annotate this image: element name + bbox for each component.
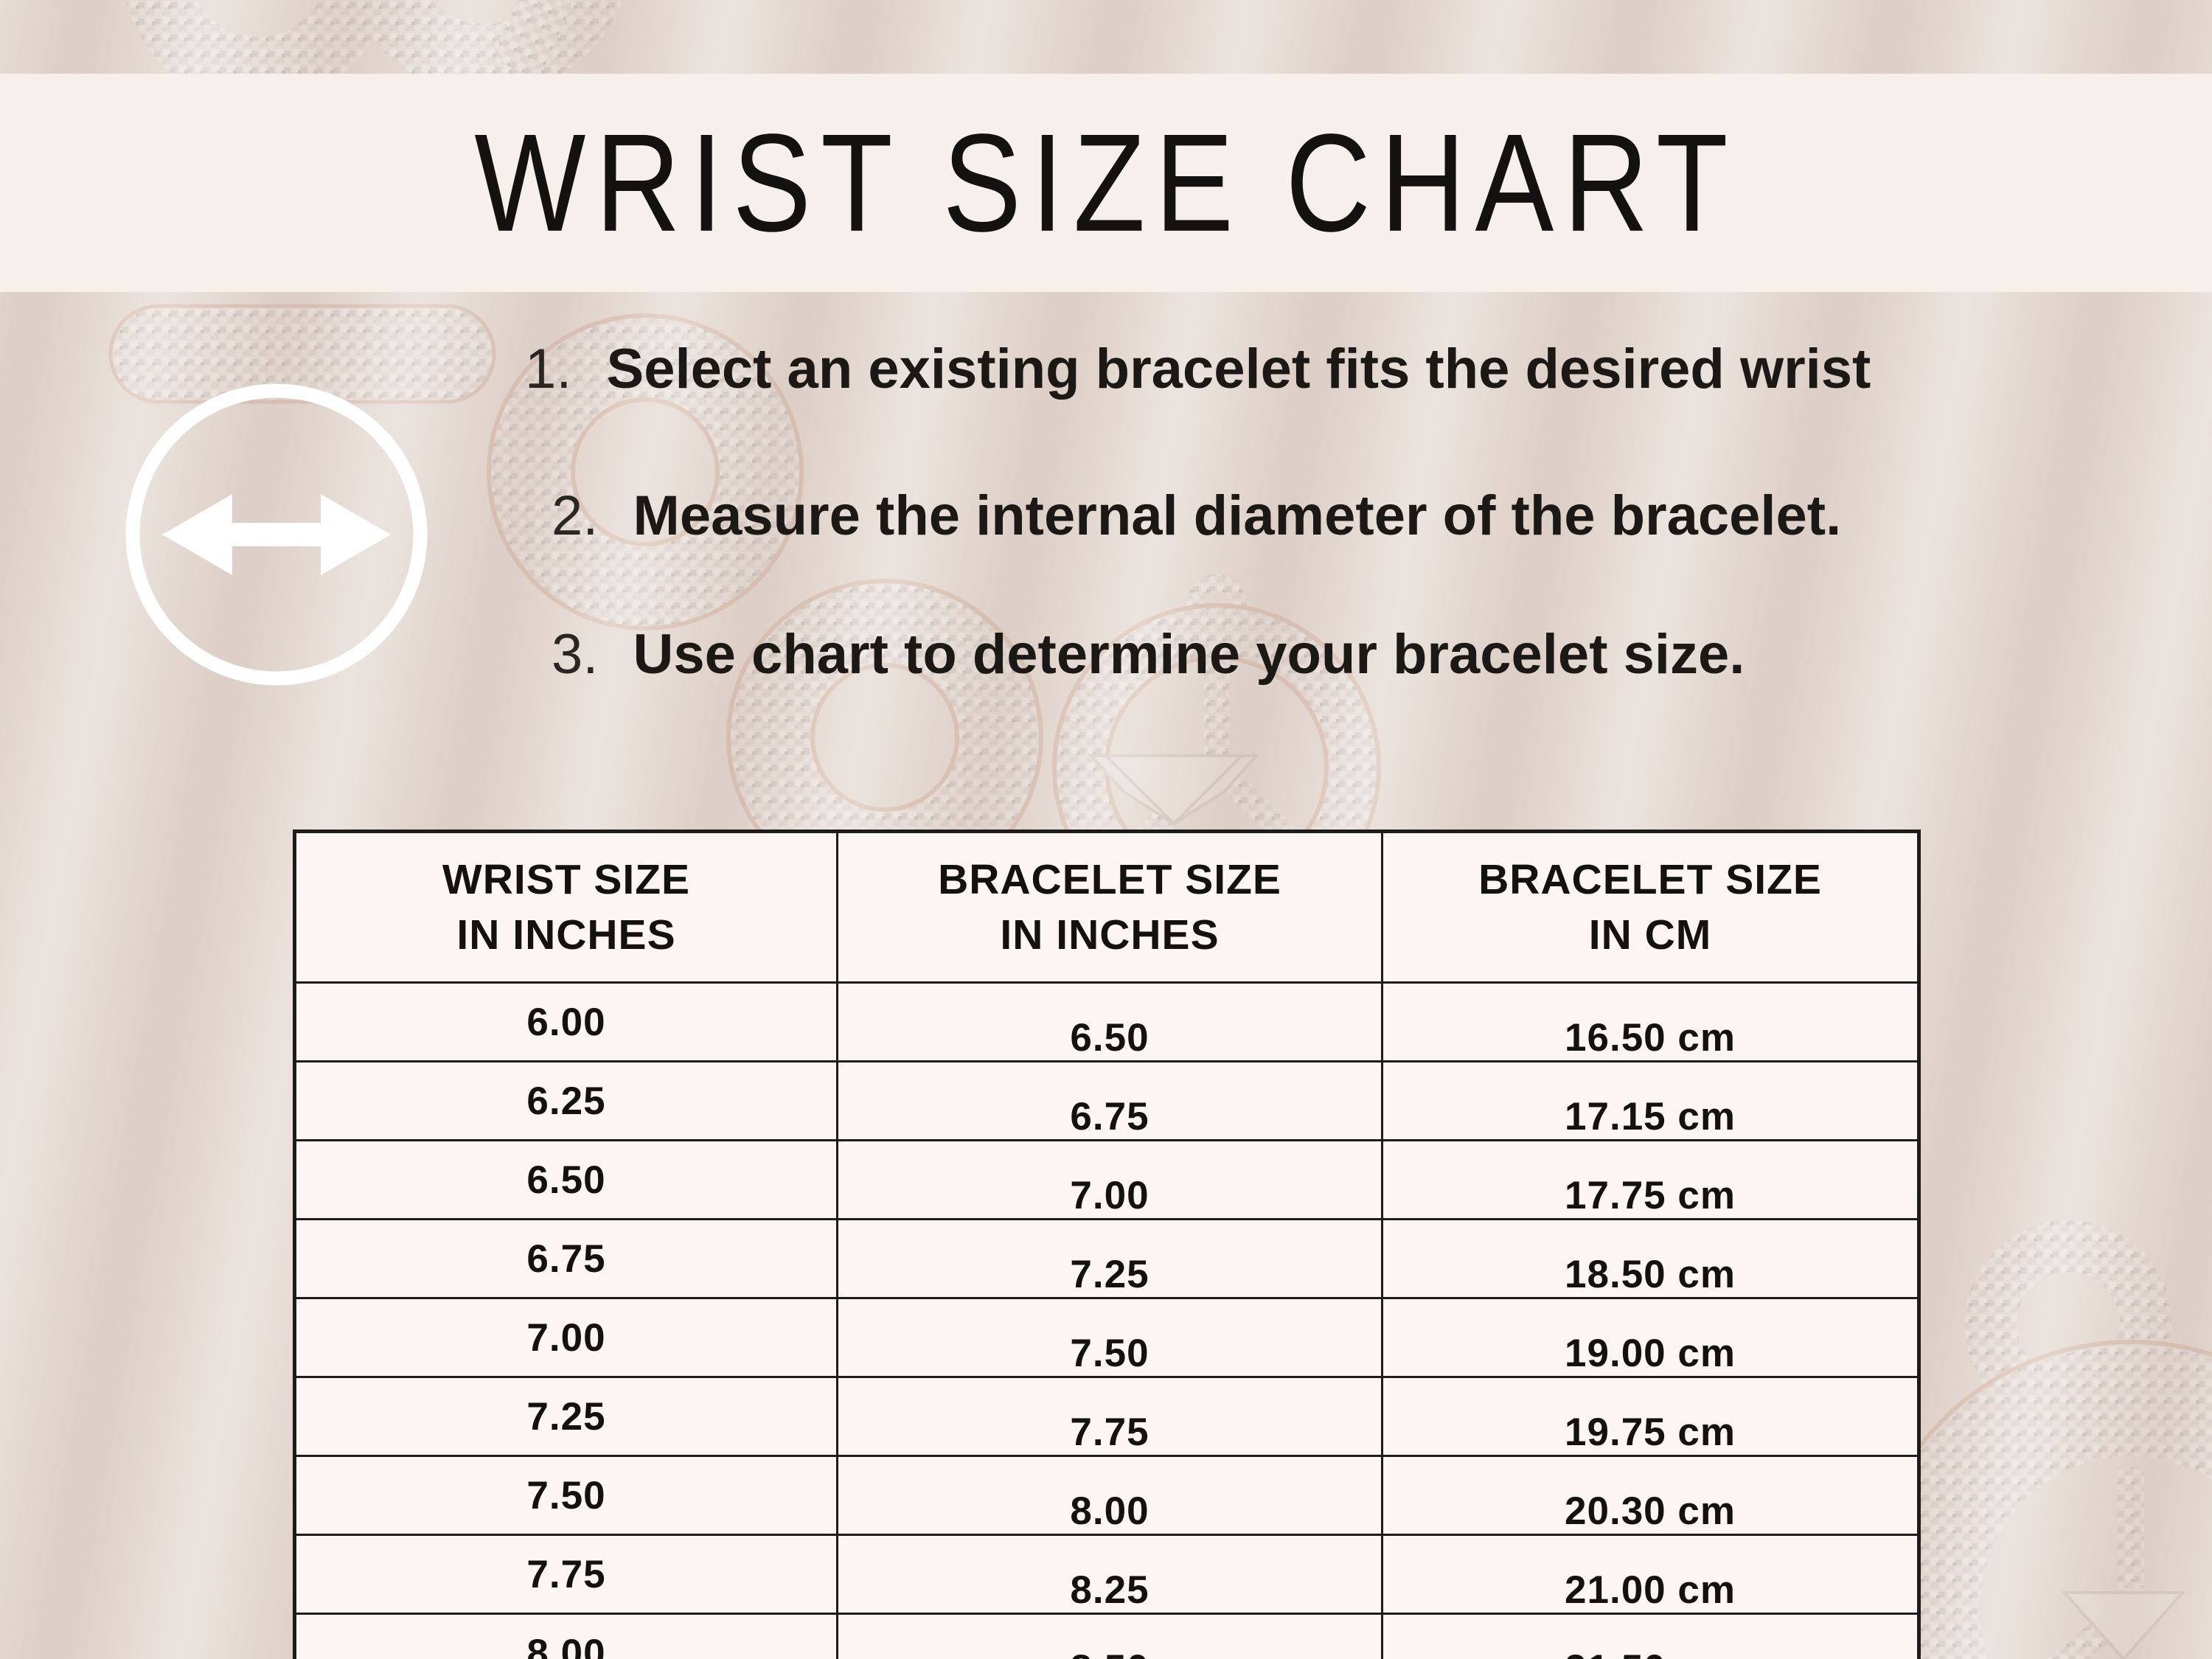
bracelet-size-cm-cell: 16.50 cm [1381,981,1920,1062]
bracelet-size-cm-cell: 18.50 cm [1381,1218,1920,1299]
instruction-text: Use chart to determine your bracelet siz… [633,623,1745,686]
table-header-row: WRIST SIZE IN INCHES BRACELET SIZE IN IN… [293,830,1920,984]
header-bracelet-size-cm: BRACELET SIZE IN CM [1381,830,1920,984]
bracelet-size-cm-cell: 19.00 cm [1381,1297,1920,1378]
bracelet-size-in-cell: 7.25 [836,1218,1383,1299]
bracelet-size-cm-cell: 21.50 cm [1381,1613,1920,1659]
circle-outline-icon [125,383,428,686]
double-arrow-circle-icon [125,383,428,686]
header-line: WRIST SIZE [442,856,691,904]
wrist-size-cell: 7.00 [293,1297,838,1378]
bracelet-size-in-cell: 8.25 [836,1534,1383,1615]
bracelet-size-in-cell: 6.50 [836,981,1383,1062]
instruction-step-3: 3. Use chart to determine your bracelet … [552,622,1745,686]
header-line: IN INCHES [456,911,676,959]
table-row: 8.00 8.50 21.50 cm [293,1613,1920,1659]
bracelet-size-cm-cell: 17.75 cm [1381,1139,1920,1220]
header-line: BRACELET SIZE [1478,856,1822,904]
wrist-size-cell: 6.25 [293,1060,838,1141]
instruction-text: Measure the internal diameter of the bra… [633,484,1842,547]
table-row: 7.75 8.25 21.00 cm [293,1534,1920,1615]
instruction-number: 1. [525,338,572,400]
table-row: 7.50 8.00 20.30 cm [293,1455,1920,1536]
wrist-size-cell: 6.50 [293,1139,838,1220]
wrist-size-cell: 7.50 [293,1455,838,1536]
instruction-number: 2. [552,484,599,547]
header-line: IN CM [1588,911,1712,959]
table-row: 7.00 7.50 19.00 cm [293,1297,1920,1378]
bracelet-size-cm-cell: 19.75 cm [1381,1376,1920,1457]
wrist-size-cell: 8.00 [293,1613,838,1659]
instruction-step-1: 1. Select an existing bracelet fits the … [525,337,1871,401]
header-line: BRACELET SIZE [938,856,1281,904]
header-wrist-size-inches: WRIST SIZE IN INCHES [293,830,838,984]
instruction-step-2: 2. Measure the internal diameter of the … [552,484,1841,548]
wrist-size-cell: 7.25 [293,1376,838,1457]
instruction-number: 3. [552,623,599,686]
table-row: 6.00 6.50 16.50 cm [293,981,1920,1062]
table-row: 7.25 7.75 19.75 cm [293,1376,1920,1457]
header-bracelet-size-inches: BRACELET SIZE IN INCHES [836,830,1383,984]
table-row: 6.50 7.00 17.75 cm [293,1139,1920,1220]
wrist-size-cell: 6.00 [293,981,838,1062]
measure-diameter-icon [118,376,435,693]
bracelet-size-cm-cell: 17.15 cm [1381,1060,1920,1141]
page-title: WRIST SIZE CHART [474,104,1738,261]
table-row: 6.25 6.75 17.15 cm [293,1060,1920,1141]
size-chart-table: WRIST SIZE IN INCHES BRACELET SIZE IN IN… [293,830,1921,1659]
bracelet-size-in-cell: 6.75 [836,1060,1383,1141]
wrist-size-cell: 6.75 [293,1218,838,1299]
bracelet-size-cm-cell: 20.30 cm [1381,1455,1920,1536]
bracelet-size-in-cell: 8.00 [836,1455,1383,1536]
title-banner: WRIST SIZE CHART [0,74,2212,292]
bracelet-size-in-cell: 8.50 [836,1613,1383,1659]
header-line: IN INCHES [1000,911,1220,959]
table-row: 6.75 7.25 18.50 cm [293,1218,1920,1299]
bracelet-size-in-cell: 7.50 [836,1297,1383,1378]
wrist-size-cell: 7.75 [293,1534,838,1615]
bracelet-size-cm-cell: 21.00 cm [1381,1534,1920,1615]
bracelet-size-in-cell: 7.75 [836,1376,1383,1457]
bracelet-size-in-cell: 7.00 [836,1139,1383,1220]
instruction-text: Select an existing bracelet fits the des… [606,338,1871,400]
double-arrow-icon [162,494,391,575]
